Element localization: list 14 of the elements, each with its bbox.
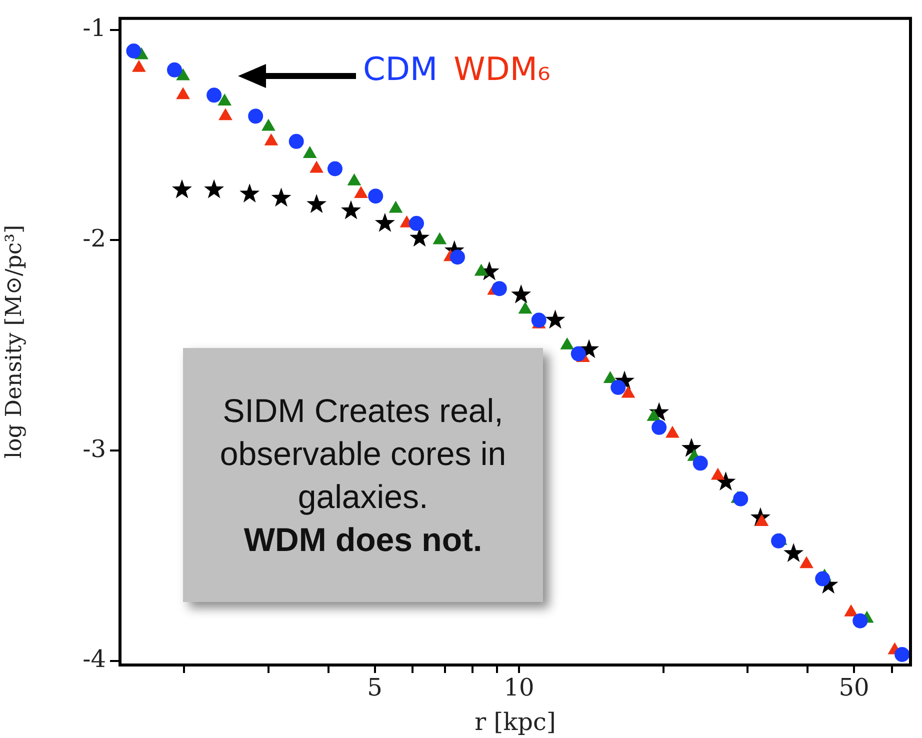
callout-box: SIDM Creates real, observable cores in galaxies. WDM does not. xyxy=(183,348,543,602)
y-tick-label: -1 xyxy=(82,14,106,42)
annotation: WDM does not. xyxy=(244,520,482,560)
x-tick-label: 5 xyxy=(367,674,382,702)
y-tick-label: -3 xyxy=(82,434,106,463)
text: CDM xyxy=(363,50,438,88)
y-tick-label: -2 xyxy=(82,224,106,252)
y-tick-label: -4 xyxy=(82,645,106,674)
text: WDM₆ xyxy=(454,50,550,88)
x-axis-title: r [kpc] xyxy=(474,708,556,736)
x-tick-label: 50 xyxy=(838,674,870,702)
annotation: SIDM Creates real, observable cores in galaxies. xyxy=(218,391,508,517)
x-tick-label: 10 xyxy=(504,674,534,702)
y-axis-title: log Density [M⊙/pc³] xyxy=(2,224,27,458)
